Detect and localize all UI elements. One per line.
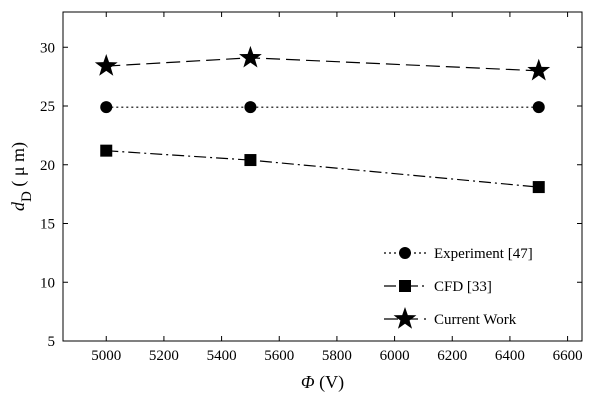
x-tick-label: 6400 xyxy=(495,348,525,364)
legend-label-current-work: Current Work xyxy=(434,312,517,328)
legend-marker-cfd-33 xyxy=(399,280,411,292)
x-axis-unit: (V) xyxy=(315,372,345,393)
y-axis-symbol: d xyxy=(8,201,28,211)
data-point-cfd-33 xyxy=(100,144,113,157)
series-line-current-work xyxy=(106,57,539,72)
data-point-cfd-33 xyxy=(532,181,545,194)
data-point-current-work xyxy=(94,54,118,76)
x-axis-ticks: 5000 5200 5400 5600 5800 6000 6200 6400 6600 xyxy=(91,12,583,364)
plot-frame xyxy=(62,11,583,342)
x-tick-label: 6600 xyxy=(553,348,583,364)
data-point-current-work xyxy=(239,45,262,68)
y-tick-label: 5 xyxy=(48,334,56,350)
legend-marker-current-work xyxy=(393,307,417,329)
y-axis-label: dD ( μ m) xyxy=(8,142,35,211)
data-point-experiment-47 xyxy=(532,101,545,114)
data-point-current-work xyxy=(527,58,551,81)
y-axis-subscript: D xyxy=(19,191,35,202)
x-axis-label: Φ (V) xyxy=(301,372,344,393)
series-lines xyxy=(106,57,539,188)
axis-labels: Φ (V) dD ( μ m) xyxy=(8,142,344,393)
legend-label-experiment-47: Experiment [47] xyxy=(434,246,533,262)
legend: Experiment [47] CFD [33] Current Work xyxy=(384,246,533,329)
data-point-experiment-47 xyxy=(244,101,257,114)
y-axis-ticks: 5 10 15 20 25 30 xyxy=(40,40,582,350)
y-axis-unit: ( μ m) xyxy=(8,142,29,191)
series-line-cfd-33 xyxy=(106,150,539,188)
legend-marker-experiment-47 xyxy=(399,247,411,259)
data-point-cfd-33 xyxy=(244,154,257,167)
x-tick-label: 5400 xyxy=(207,348,237,364)
x-tick-label: 5200 xyxy=(149,348,179,364)
x-tick-label: 6200 xyxy=(437,348,467,364)
x-tick-label: 5800 xyxy=(322,348,352,364)
y-tick-label: 20 xyxy=(40,158,55,174)
x-axis-symbol: Φ xyxy=(301,372,315,392)
x-tick-label: 5600 xyxy=(264,348,294,364)
y-tick-label: 15 xyxy=(40,217,55,233)
data-point-experiment-47 xyxy=(100,101,113,114)
y-tick-label: 10 xyxy=(40,275,55,291)
plot-area-border xyxy=(62,11,583,342)
x-tick-label: 6000 xyxy=(380,348,410,364)
y-tick-label: 25 xyxy=(40,99,55,115)
y-tick-label: 30 xyxy=(40,40,55,56)
x-tick-label: 5000 xyxy=(91,348,121,364)
legend-label-cfd-33: CFD [33] xyxy=(434,279,492,295)
series-markers xyxy=(94,45,551,194)
